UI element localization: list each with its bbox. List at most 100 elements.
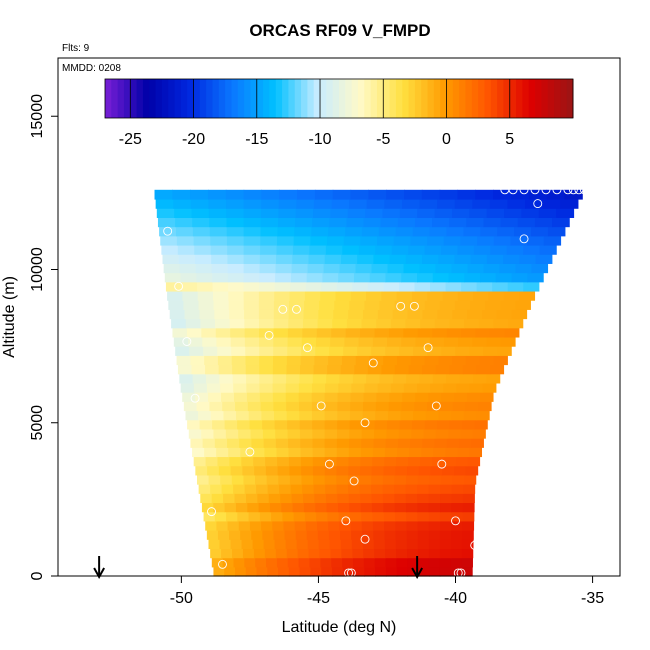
heatmap-cell — [458, 336, 473, 347]
colorbar-swatch — [490, 79, 498, 118]
heatmap-cell — [272, 373, 287, 384]
heatmap-cell — [377, 235, 395, 246]
heatmap-cell — [251, 530, 263, 540]
colorbar-swatch — [168, 79, 176, 118]
heatmap-cell — [217, 530, 230, 540]
heatmap-cell — [382, 474, 395, 485]
heatmap-cell — [361, 438, 375, 448]
y-tick-label: 5000 — [29, 405, 46, 441]
colorbar-swatch — [433, 79, 441, 118]
heatmap-cell — [432, 327, 448, 338]
heatmap-cell — [199, 309, 215, 320]
colorbar-tick-label: -15 — [245, 131, 268, 148]
colorbar-swatch — [307, 79, 315, 118]
heatmap-cell — [425, 410, 440, 421]
heatmap-cell — [402, 392, 416, 402]
heatmap-cell — [193, 382, 208, 393]
heatmap-cell — [247, 502, 260, 513]
heatmap-cell — [442, 290, 459, 301]
heatmap-cell — [437, 198, 456, 209]
heatmap-cell — [278, 208, 297, 218]
heatmap-cell — [313, 208, 332, 218]
heatmap-cell — [393, 235, 411, 246]
x-tick-label: -45 — [307, 590, 330, 607]
heatmap-cell — [228, 300, 245, 310]
heatmap-cell — [274, 419, 288, 430]
heatmap-cell — [277, 456, 290, 467]
heatmap-cell — [263, 438, 277, 448]
heatmap-cell — [493, 318, 509, 329]
heatmap-cell — [231, 474, 245, 485]
heatmap-cell — [414, 217, 433, 228]
heatmap-cell — [523, 281, 540, 292]
heatmap-cell — [275, 548, 288, 559]
heatmap-cell — [230, 336, 246, 347]
heatmap-cell — [309, 244, 327, 255]
heatmap-cell — [435, 263, 453, 274]
heatmap-cell — [388, 401, 403, 412]
heatmap-cell — [469, 346, 484, 356]
heatmap-cell — [489, 364, 505, 375]
heatmap-cell — [394, 502, 407, 513]
heatmap-cell — [417, 520, 430, 531]
heatmap-cell — [324, 465, 338, 476]
heatmap-cell — [382, 484, 395, 494]
heatmap-cell — [200, 493, 213, 504]
heatmap-cell — [223, 493, 236, 504]
heatmap-cell — [273, 355, 288, 366]
heatmap-cell — [364, 382, 379, 393]
heatmap-cell — [183, 300, 200, 310]
heatmap-cell — [194, 254, 212, 264]
colorbar-swatch — [275, 79, 283, 118]
heatmap-cell — [486, 254, 504, 264]
heatmap-cell — [322, 272, 339, 283]
heatmap-cell — [310, 235, 328, 246]
heatmap-cell — [244, 484, 257, 494]
heatmap-cell — [419, 198, 438, 209]
heatmap-cell — [258, 318, 275, 329]
heatmap-cell — [294, 520, 307, 531]
heatmap-cell — [172, 189, 191, 200]
heatmap-cell — [395, 226, 414, 237]
heatmap-cell — [534, 217, 553, 228]
heatmap-cell — [259, 254, 277, 264]
heatmap-cell — [349, 428, 363, 439]
heatmap-cell — [385, 566, 398, 577]
heatmap-cell — [418, 566, 430, 577]
heatmap-cell — [428, 493, 441, 504]
heatmap-cell — [261, 189, 280, 200]
heatmap-cell — [191, 208, 210, 218]
colorbar-swatch — [288, 79, 296, 118]
heatmap-cell — [272, 520, 285, 531]
colorbar-swatch — [351, 79, 359, 118]
colorbar: -25 -20 -15 -10 -5 0 5 — [104, 78, 574, 148]
heatmap-cell — [247, 401, 262, 412]
heatmap-cell — [224, 502, 237, 513]
heatmap-cell — [240, 530, 252, 540]
heatmap-cell — [452, 355, 467, 366]
heatmap-cell — [246, 382, 261, 393]
heatmap-cell — [295, 530, 308, 540]
heatmap-cell — [366, 290, 382, 301]
heatmap-cell — [259, 355, 274, 366]
colorbar-swatch — [130, 79, 138, 118]
heatmap-cell — [169, 309, 186, 320]
observation-marker — [278, 304, 288, 314]
heatmap-cell — [243, 217, 262, 228]
heatmap-cell — [473, 244, 491, 255]
colorbar-swatch — [250, 79, 258, 118]
heatmap-cell — [360, 493, 373, 504]
heatmap-cell — [205, 520, 217, 531]
heatmap-cell — [366, 373, 381, 384]
heatmap-cell — [207, 465, 220, 476]
heatmap-cell — [253, 548, 266, 559]
heatmap-cell — [330, 208, 349, 218]
heatmap-cell — [417, 530, 430, 540]
heatmap-cell — [251, 438, 265, 448]
heatmap-cell — [324, 254, 342, 264]
heatmap-cell — [374, 419, 388, 430]
heatmap-cell — [258, 309, 275, 320]
heatmap-cell — [279, 189, 298, 200]
colorbar-swatch — [256, 79, 264, 118]
heatmap-cell — [328, 226, 346, 237]
